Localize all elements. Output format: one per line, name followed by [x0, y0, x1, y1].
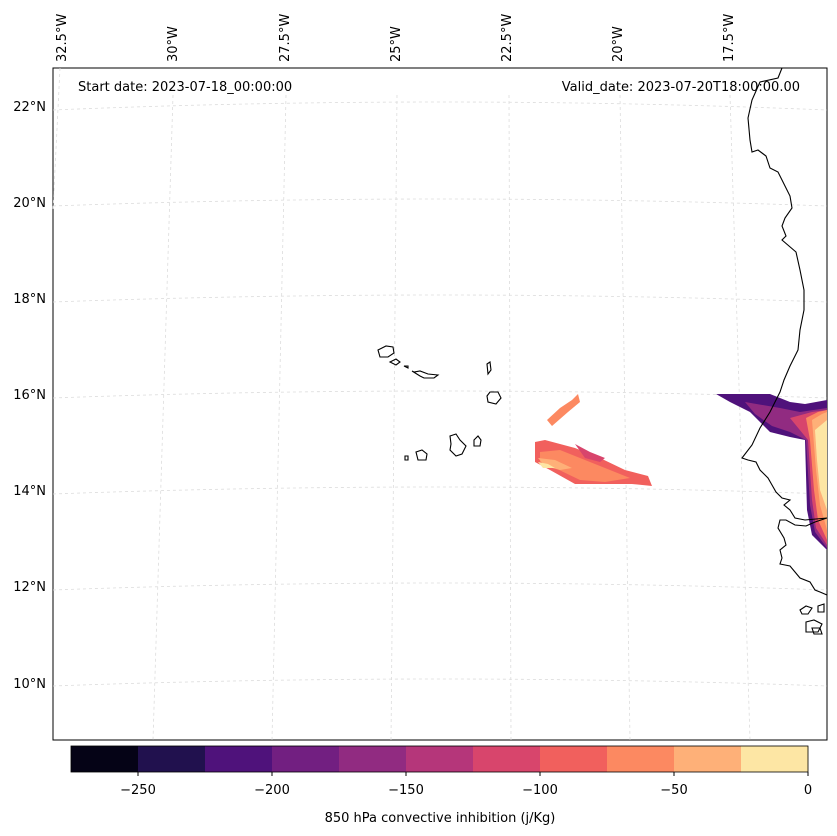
- lat-label: 18°N: [13, 292, 46, 307]
- colorbar-swatch: [272, 746, 340, 772]
- colorbar-swatch: [71, 746, 139, 772]
- valid-date-label: Valid_date: 2023-07-20T18:00:00.00: [562, 80, 800, 95]
- graticule: [52, 67, 828, 741]
- lat-label: 12°N: [13, 580, 46, 595]
- coastlines: [377, 67, 828, 635]
- colorbar-swatch: [406, 746, 474, 772]
- cape-verde-sal: [486, 361, 492, 376]
- lon-label: 22.5°W: [500, 14, 515, 62]
- start-date-label: Start date: 2023-07-18_00:00:00: [78, 80, 292, 95]
- lon-label: 17.5°W: [722, 14, 737, 62]
- cape-verde-fogo: [415, 449, 428, 461]
- colorbar-swatch: [205, 746, 273, 772]
- colorbar: [70, 745, 809, 776]
- lon-label: 27.5°W: [278, 14, 293, 62]
- colorbar-tick-label: −100: [522, 783, 558, 798]
- colorbar-swatch: [540, 746, 608, 772]
- cape-verde-maio: [473, 435, 482, 447]
- cape-verde-brava: [404, 455, 409, 461]
- lon-label: 20°W: [611, 26, 626, 62]
- lon-label: 30°W: [166, 26, 181, 62]
- colorbar-swatch: [339, 746, 407, 772]
- lon-label: 25°W: [389, 26, 404, 62]
- colorbar-swatch: [473, 746, 541, 772]
- colorbar-swatch: [138, 746, 206, 772]
- colorbar-tick-label: −150: [388, 783, 424, 798]
- lon-label: 32.5°W: [55, 14, 70, 62]
- colorbar-ticks: −250 −200 −150 −100 −50 0: [120, 783, 812, 798]
- colorbar-tick-label: 0: [804, 783, 812, 798]
- cape-verde-santo-antao: [377, 345, 395, 358]
- cin-patch-central-mid: [540, 450, 630, 482]
- cin-patch-east-core: [815, 420, 827, 510]
- colorbar-border: [70, 745, 809, 773]
- coast-islands-south: [799, 603, 825, 635]
- colorbar-swatch: [607, 746, 675, 772]
- cin-patch-central-inner: [538, 458, 572, 470]
- cape-verde-sao-vicente: [388, 358, 401, 366]
- lat-label: 16°N: [13, 388, 46, 403]
- cin-contours: [535, 394, 827, 550]
- colorbar-label: 850 hPa convective inhibition (j/Kg): [325, 811, 556, 826]
- cape-verde-santa-luzia: [403, 365, 409, 369]
- cin-patch-central-edge: [575, 444, 605, 462]
- colorbar-swatch: [674, 746, 742, 772]
- cin-patch-central-outer: [535, 440, 652, 486]
- longitude-labels: 32.5°W 30°W 27.5°W 25°W 22.5°W 20°W 17.5…: [55, 14, 737, 62]
- cin-patch-central-core: [538, 462, 555, 468]
- latitude-labels: 22°N 20°N 18°N 16°N 14°N 12°N 10°N: [13, 100, 46, 692]
- cin-patch-east-band1: [745, 402, 827, 548]
- cape-verde-boa-vista: [486, 391, 502, 405]
- colorbar-tick-label: −250: [120, 783, 156, 798]
- lat-label: 20°N: [13, 196, 46, 211]
- cape-verde-sao-nicolau: [411, 370, 440, 379]
- cin-patch-streak: [547, 394, 580, 426]
- africa-coastline: [741, 67, 828, 596]
- lat-label: 10°N: [13, 677, 46, 692]
- lat-label: 22°N: [13, 100, 46, 115]
- colorbar-swatch: [741, 746, 809, 772]
- map-frame: [52, 67, 828, 741]
- colorbar-tick-label: −50: [660, 783, 687, 798]
- colorbar-tick-label: −200: [254, 783, 290, 798]
- cape-verde-santiago: [449, 433, 467, 457]
- lat-label: 14°N: [13, 484, 46, 499]
